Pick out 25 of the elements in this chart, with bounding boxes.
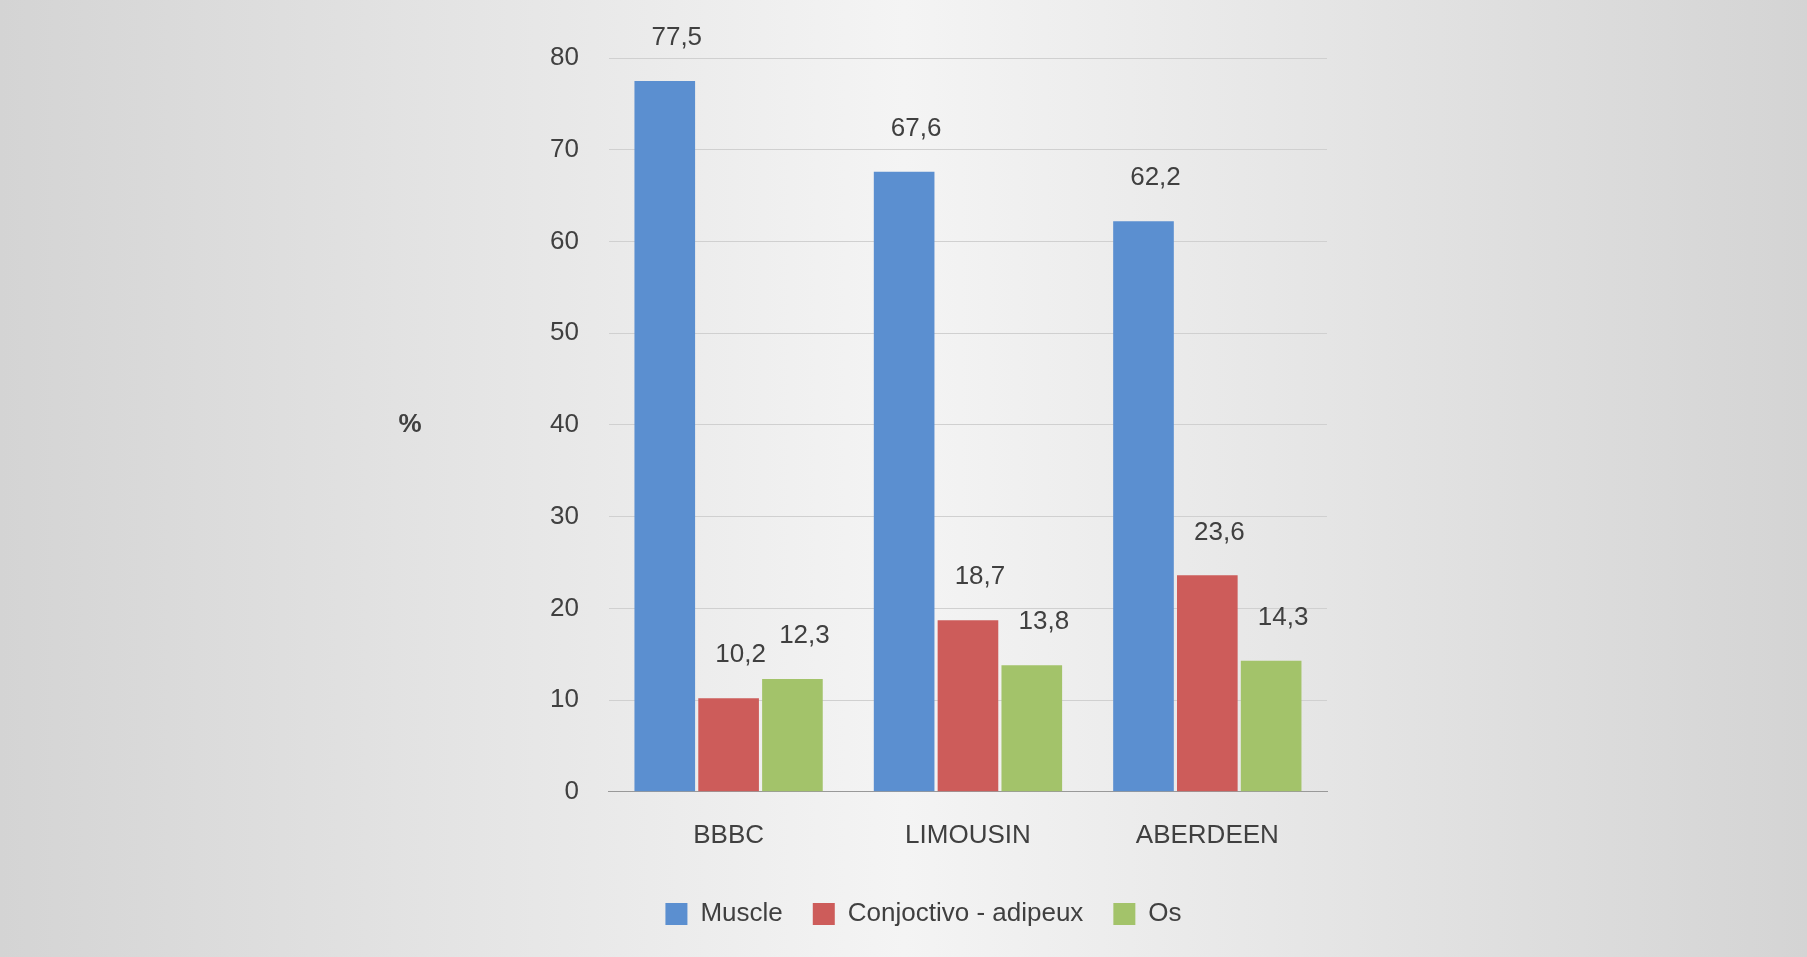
y-tick-label: 70 <box>550 132 579 163</box>
data-label: 14,3 <box>1257 600 1309 631</box>
data-label: 67,6 <box>890 111 942 142</box>
y-tick-label: 50 <box>550 316 579 347</box>
x-tick-label: LIMOUSIN <box>905 818 1031 849</box>
y-tick-label: 10 <box>550 683 579 714</box>
y-tick-label: 40 <box>550 408 579 439</box>
y-tick-label: 30 <box>550 499 579 530</box>
y-tick-label: 80 <box>550 41 579 72</box>
x-tick-label: BBBC <box>693 818 765 849</box>
y-tick-label: 20 <box>550 591 579 622</box>
y-tick-label: 0 <box>564 774 579 805</box>
legend-label: Muscle <box>700 897 783 928</box>
y-axis-title: % <box>398 408 422 439</box>
data-label: 13,8 <box>1018 605 1070 636</box>
data-label: 18,7 <box>954 560 1006 591</box>
data-label: 62,2 <box>1130 161 1181 192</box>
data-label: 12,3 <box>779 619 830 650</box>
legend-label: Conjoctivo - adipeux <box>847 897 1084 928</box>
data-label: 77,5 <box>651 21 703 52</box>
data-label: 10,2 <box>715 638 766 669</box>
data-label: 23,6 <box>1194 515 1245 546</box>
legend-label: Os <box>1148 897 1182 928</box>
y-tick-label: 60 <box>550 224 579 255</box>
x-tick-label: ABERDEEN <box>1135 818 1279 849</box>
